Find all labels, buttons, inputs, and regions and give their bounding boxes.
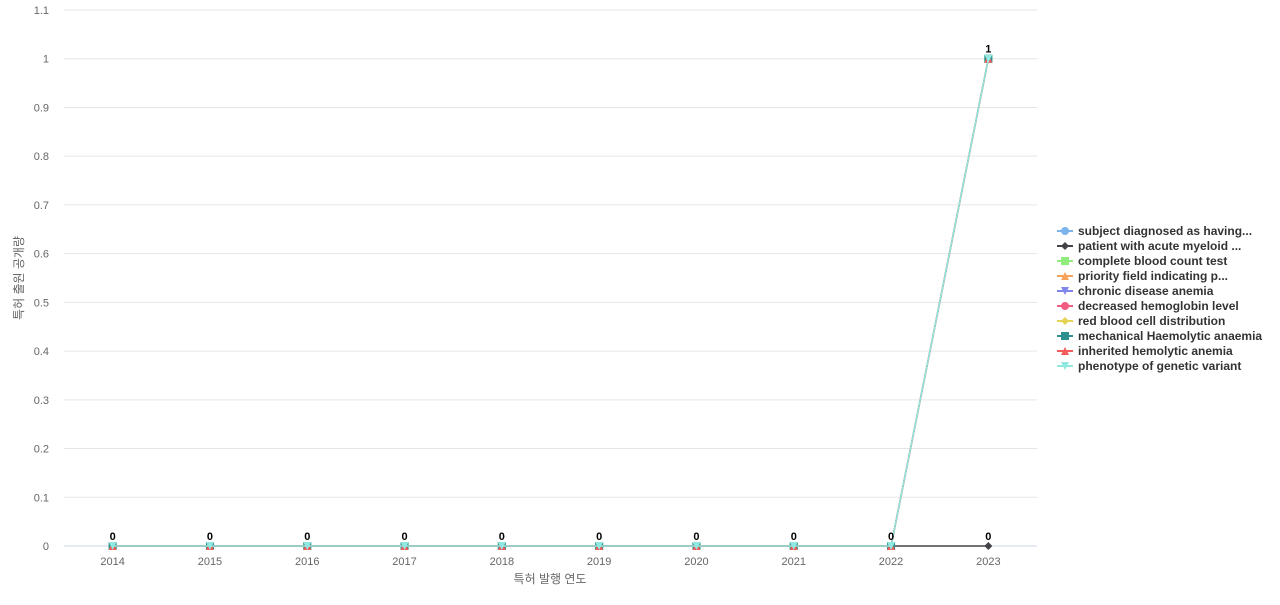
x-tick-label: 2014 (100, 556, 124, 568)
y-tick-label: 0 (43, 541, 49, 553)
x-tick-label: 2023 (976, 556, 1000, 568)
legend-marker-icon (1061, 302, 1069, 310)
y-tick-label: 0.2 (34, 444, 49, 456)
data-labels: 0 0 0 0 0 0 0 0 0 1 0 (110, 44, 992, 543)
data-point (789, 542, 798, 550)
legend-item[interactable]: complete blood count test (1057, 254, 1227, 268)
legend-item[interactable]: patient with acute myeloid ... (1057, 239, 1241, 253)
y-tick-label: 0.8 (34, 151, 49, 163)
legend-item[interactable]: subject diagnosed as having... (1057, 224, 1252, 238)
y-tick-label: 0.3 (34, 395, 49, 407)
data-point (984, 542, 993, 550)
legend-marker-icon (1061, 332, 1069, 340)
data-point (205, 542, 214, 550)
series-9 (108, 54, 993, 550)
data-label: 0 (110, 531, 116, 543)
y-tick-label: 0.6 (34, 249, 49, 261)
data-label: 0 (693, 531, 699, 543)
y-axis-ticks: 0 0.1 0.2 0.3 0.4 0.5 0.6 0.7 0.8 0.9 1 1.1 (34, 5, 49, 553)
legend-label: mechanical Haemolytic anaemia (1078, 329, 1262, 343)
legend-marker-icon (1061, 257, 1069, 265)
legend-label: patient with acute myeloid ... (1078, 239, 1241, 253)
legend-label: decreased hemoglobin level (1078, 299, 1239, 313)
data-label: 0 (304, 531, 310, 543)
legend: subject diagnosed as having...patient wi… (1057, 224, 1262, 373)
legend-item[interactable]: red blood cell distribution (1057, 314, 1225, 328)
legend-item[interactable]: chronic disease anemia (1057, 284, 1214, 298)
y-tick-label: 0.5 (34, 297, 49, 309)
legend-item[interactable]: priority field indicating p... (1057, 269, 1228, 283)
data-point (887, 542, 896, 550)
y-tick-label: 1.1 (34, 5, 49, 17)
x-tick-label: 2016 (295, 556, 319, 568)
data-point (303, 542, 312, 550)
data-label: 0 (985, 531, 991, 543)
y-tick-label: 0.9 (34, 102, 49, 114)
legend-item[interactable]: inherited hemolytic anemia (1057, 344, 1233, 358)
data-label: 0 (596, 531, 602, 543)
data-label: 1 (985, 44, 991, 56)
x-tick-label: 2019 (587, 556, 611, 568)
x-axis-ticks: 2014 2015 2016 2017 2018 2019 2020 2021 2022 2023 (100, 556, 1000, 568)
y-tick-label: 0.7 (34, 200, 49, 212)
data-point (497, 542, 506, 550)
legend-marker-icon (1061, 272, 1069, 280)
x-axis-title: 특허 발행 연도 (514, 571, 587, 586)
x-tick-label: 2015 (198, 556, 222, 568)
legend-item[interactable]: mechanical Haemolytic anaemia (1057, 329, 1262, 343)
legend-marker-icon (1061, 227, 1069, 235)
x-tick-label: 2017 (392, 556, 416, 568)
x-tick-label: 2020 (684, 556, 708, 568)
data-point (108, 542, 117, 550)
data-label: 0 (401, 531, 407, 543)
data-label: 0 (791, 531, 797, 543)
data-point (400, 542, 409, 550)
legend-label: inherited hemolytic anemia (1078, 344, 1233, 358)
legend-marker-icon (1061, 347, 1069, 355)
x-tick-label: 2021 (782, 556, 806, 568)
y-tick-label: 1 (43, 54, 49, 66)
legend-marker-icon (1061, 317, 1069, 325)
legend-label: subject diagnosed as having... (1078, 224, 1252, 238)
legend-label: phenotype of genetic variant (1078, 359, 1241, 373)
legend-marker-icon (1061, 362, 1069, 370)
series-lines (108, 54, 993, 550)
x-tick-label: 2018 (490, 556, 514, 568)
data-label: 0 (207, 531, 213, 543)
legend-item[interactable]: decreased hemoglobin level (1057, 299, 1239, 313)
legend-label: red blood cell distribution (1078, 314, 1225, 328)
legend-item[interactable]: phenotype of genetic variant (1057, 359, 1241, 373)
legend-label: priority field indicating p... (1078, 269, 1228, 283)
y-axis-title: 특허 출원 공개량 (12, 236, 26, 320)
grid (64, 9, 1037, 547)
legend-marker-icon (1061, 287, 1069, 295)
data-point (595, 542, 604, 550)
legend-label: complete blood count test (1078, 254, 1227, 268)
series-line (112, 58, 990, 547)
data-point (692, 542, 701, 550)
legend-marker-icon (1061, 242, 1069, 250)
y-tick-label: 0.4 (34, 346, 49, 358)
y-tick-label: 0.1 (34, 492, 49, 504)
data-label: 0 (499, 531, 505, 543)
data-point (984, 54, 993, 63)
legend-label: chronic disease anemia (1078, 284, 1214, 298)
data-label: 0 (888, 531, 894, 543)
x-tick-label: 2022 (879, 556, 903, 568)
